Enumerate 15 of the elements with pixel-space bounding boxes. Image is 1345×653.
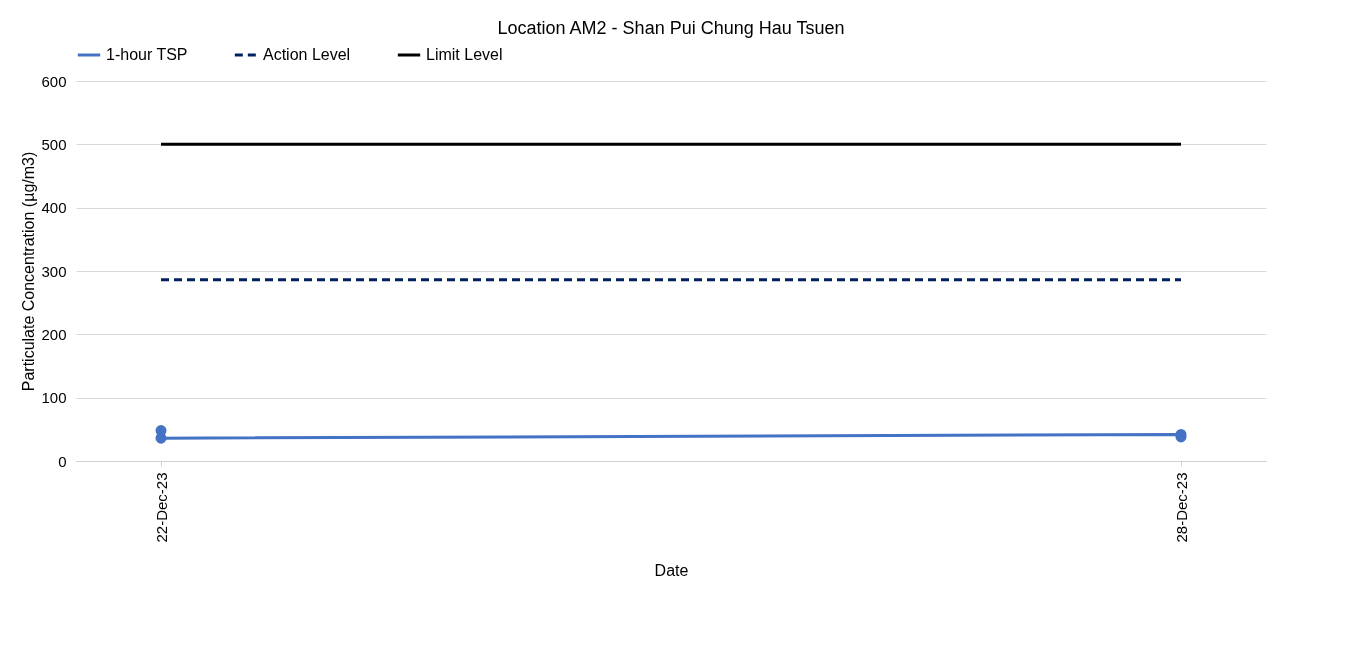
y-axis-title: Particulate Concentration (µg/m3) [20,151,38,392]
y-tick-label: 100 [41,389,67,407]
legend-label: Action Level [263,46,351,63]
y-tick-label: 400 [41,199,67,217]
legend-label: Limit Level [426,46,503,63]
y-tick-label: 200 [41,325,67,343]
x-axis-title: Date [654,561,689,579]
y-tick-label: 300 [41,262,67,280]
x-tick-label: 22-Dec-23 [152,472,170,543]
x-tick-label: 28-Dec-23 [1172,472,1190,543]
y-tick-label: 0 [58,452,67,470]
legend-label: 1-hour TSP [106,46,188,63]
chart-title: Location AM2 - Shan Pui Chung Hau Tsuen [497,18,845,38]
y-tick-label: 600 [41,72,67,90]
y-tick-label: 500 [41,135,67,153]
